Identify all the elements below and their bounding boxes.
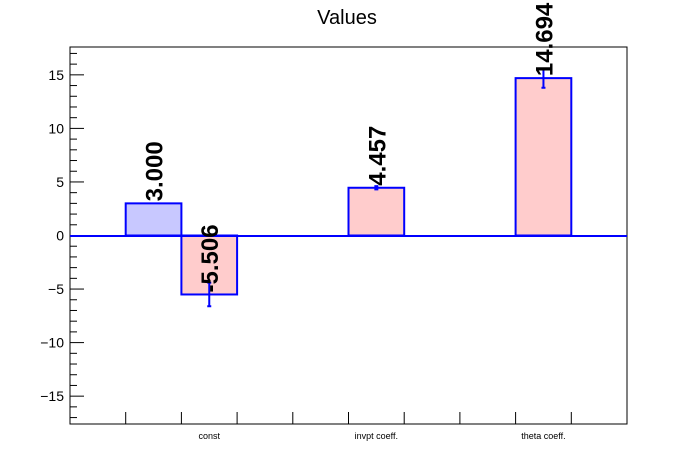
bars bbox=[124, 67, 573, 308]
axes: −15 −10 −5 0 5 10 15 const invpt coeff. theta coe… bbox=[40, 52, 572, 441]
x-category-label: const bbox=[198, 431, 220, 441]
chart-title: Values bbox=[317, 7, 377, 29]
value-labels: 3.000 -5.506 4.457 14.694 bbox=[142, 2, 559, 292]
y-tick-label: −15 bbox=[40, 388, 64, 404]
bar bbox=[124, 202, 183, 237]
value-label: 14.694 bbox=[531, 2, 558, 76]
x-category-label: invpt coeff. bbox=[355, 431, 398, 441]
y-tick-label: 15 bbox=[48, 67, 64, 83]
y-tick-label: 0 bbox=[56, 228, 64, 244]
value-label: -5.506 bbox=[197, 224, 224, 292]
value-label: 3.000 bbox=[142, 141, 169, 201]
x-category-label: theta coeff. bbox=[521, 431, 565, 441]
y-tick-label: −5 bbox=[48, 281, 64, 297]
y-tick-label: 10 bbox=[48, 120, 64, 136]
y-tick-label: −10 bbox=[40, 335, 64, 351]
y-tick-label: 5 bbox=[56, 174, 64, 190]
bar bbox=[514, 77, 573, 237]
value-label: 4.457 bbox=[364, 126, 391, 186]
bar bbox=[347, 186, 406, 237]
